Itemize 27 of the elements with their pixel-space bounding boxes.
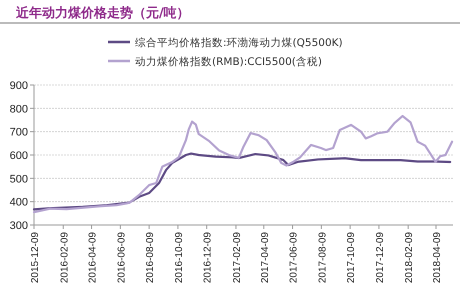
x-tick-label: 2016-10-09 bbox=[174, 232, 185, 284]
x-tick-label: 2017-02-09 bbox=[232, 232, 243, 284]
y-tick-label: 700 bbox=[10, 126, 28, 139]
x-tick-label: 2017-10-09 bbox=[346, 232, 358, 284]
y-tick-label: 500 bbox=[10, 173, 28, 186]
line-series bbox=[32, 114, 454, 214]
chart-title: 近年动力煤价格走势（元/吨） bbox=[15, 5, 190, 21]
y-tick-label: 300 bbox=[10, 220, 28, 232]
x-tick-label: 2016-08-09 bbox=[145, 232, 156, 284]
x-tick-label: 2016-04-09 bbox=[88, 232, 99, 284]
y-tick-label: 400 bbox=[10, 196, 28, 209]
x-tick-label: 2016-12-09 bbox=[202, 232, 214, 284]
y-tick-label: 600 bbox=[10, 150, 28, 162]
line-series bbox=[32, 152, 452, 210]
x-tick-label: 2015-12-09 bbox=[30, 232, 41, 284]
x-tick-label: 2017-12-09 bbox=[374, 232, 386, 284]
x-tick-label: 2016-06-09 bbox=[116, 232, 128, 284]
legend-label: 动力煤价格指数(RMB):CCI5500(含税) bbox=[135, 55, 322, 68]
x-tick-label: 2016-02-09 bbox=[59, 232, 70, 284]
x-tick-label: 2017-04-09 bbox=[260, 232, 271, 284]
x-tick-label: 2018-02-09 bbox=[404, 232, 416, 284]
legend-label: 综合平均价格指数:环渤海动力煤(Q5500K) bbox=[135, 36, 343, 49]
x-tick-label: 2017-06-09 bbox=[288, 232, 300, 284]
x-tick-label: 2017-08-09 bbox=[317, 232, 328, 284]
y-tick-label: 900 bbox=[10, 80, 28, 92]
y-tick-label: 800 bbox=[10, 103, 28, 116]
x-tick-label: 2018-04-09 bbox=[432, 232, 444, 284]
